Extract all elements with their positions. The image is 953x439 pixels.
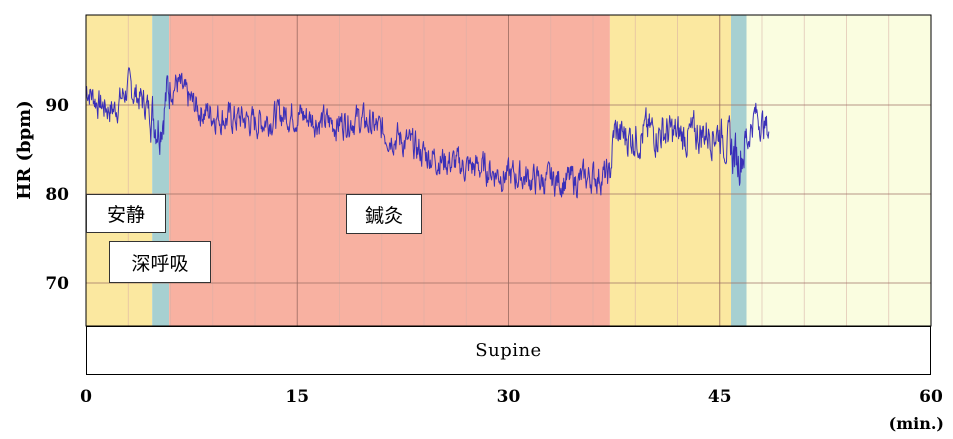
- posture-bar: Supine: [86, 326, 931, 375]
- y-tick-70: 70: [45, 274, 69, 294]
- hr-series-line: [85, 67, 770, 199]
- phase-label-deep-breathing: 深呼吸: [109, 241, 211, 283]
- grid-lines: [86, 15, 931, 326]
- phase-band-2: [169, 15, 610, 326]
- x-tick-labels: 0 15 30 45 60: [80, 387, 943, 407]
- phase-bands: [86, 15, 931, 326]
- x-tick-15: 15: [285, 387, 309, 407]
- y-tick-90: 90: [45, 96, 69, 116]
- y-axis-title: HR (bpm): [14, 100, 35, 199]
- x-tick-60: 60: [919, 387, 943, 407]
- phase-band-3: [609, 15, 732, 326]
- phase-label-rest: 安静: [86, 194, 166, 233]
- phase-label-acupuncture: 鍼灸: [346, 194, 422, 234]
- x-tick-30: 30: [497, 387, 521, 407]
- y-tick-labels: 70 80 90: [45, 96, 69, 294]
- x-axis-unit: (min.): [889, 414, 944, 433]
- phase-band-5: [746, 15, 931, 326]
- posture-label: Supine: [475, 340, 542, 361]
- y-tick-80: 80: [45, 185, 69, 205]
- x-tick-45: 45: [708, 387, 732, 407]
- x-tick-0: 0: [80, 387, 92, 407]
